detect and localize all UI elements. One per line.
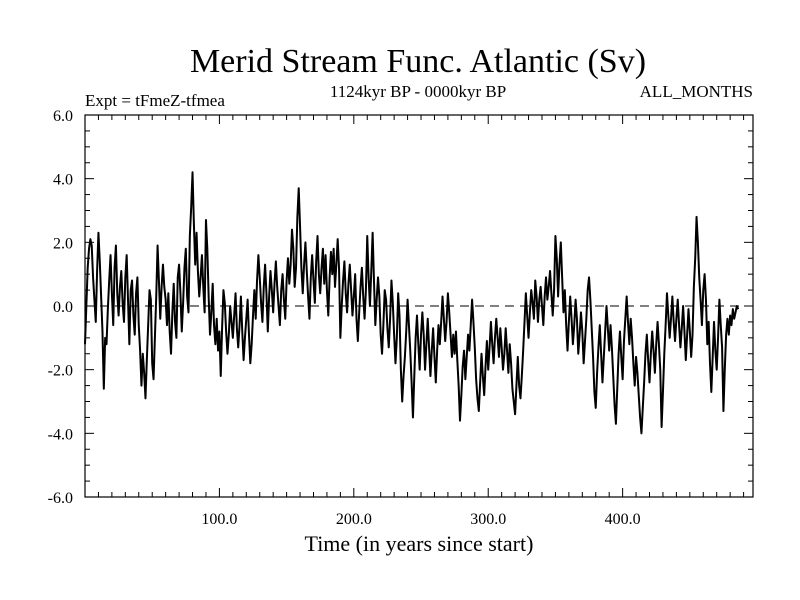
y-tick-label-2: 2.0 (53, 235, 73, 252)
x-tick-labels: 100.0 200.0 300.0 400.0 (201, 511, 640, 528)
plot-frame (84, 114, 754, 498)
x-tick-label-0: 100.0 (201, 511, 237, 528)
chart-subtitle-center: 1124kyr BP - 0000kyr BP (330, 82, 506, 101)
y-tick-label-5: -4.0 (48, 426, 73, 443)
y-tick-label-6: -6.0 (48, 490, 73, 507)
y-tick-label-0: 6.0 (53, 108, 73, 125)
x-tick-label-3: 400.0 (605, 511, 641, 528)
series-line-moc-anomaly (84, 171, 740, 435)
x-tick-label-1: 200.0 (336, 511, 372, 528)
y-tick-label-4: -2.0 (48, 363, 73, 380)
y-tick-labels: 6.0 4.0 2.0 0.0 -2.0 -4.0 -6.0 (48, 108, 73, 507)
x-axis-label: Time (in years since start) (305, 531, 534, 556)
y-tick-label-3: 0.0 (53, 299, 73, 316)
chart-subtitle-right: ALL_MONTHS (640, 82, 753, 101)
x-tick-label-2: 300.0 (470, 511, 506, 528)
chart-subtitle-left: Expt = tFmeZ-tfmea (85, 91, 225, 110)
chart-title: Merid Stream Func. Atlantic (Sv) (190, 43, 646, 80)
y-tick-label-1: 4.0 (53, 172, 73, 189)
